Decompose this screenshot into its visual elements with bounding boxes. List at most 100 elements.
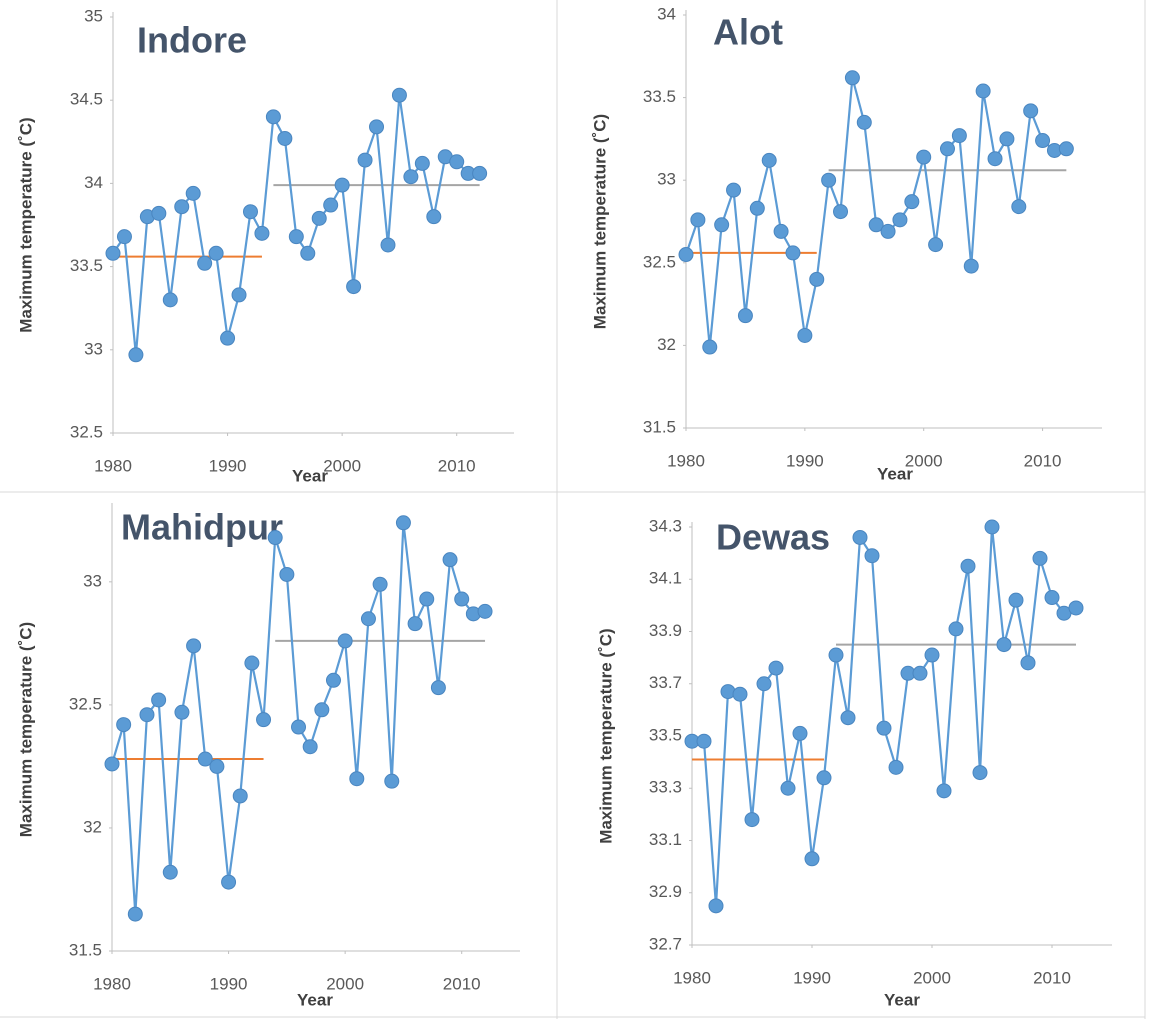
data-point [419, 591, 435, 607]
data-point [360, 611, 376, 627]
data-point [702, 339, 718, 355]
data-point [1008, 592, 1024, 608]
y-tick-label: 32.9 [649, 882, 682, 901]
y-axis-title: Maximum temperature (˚C) [16, 117, 35, 332]
chart-title: Indore [137, 20, 247, 61]
x-tick-label: 2000 [323, 456, 361, 475]
y-tick-label: 33.5 [643, 87, 676, 106]
data-point [999, 131, 1015, 147]
data-point [951, 128, 967, 144]
data-point [756, 676, 772, 692]
data-line [684, 77, 1067, 348]
data-point [924, 647, 940, 663]
data-point [449, 154, 465, 170]
data-point [809, 271, 825, 287]
y-tick-label: 33 [84, 339, 103, 358]
y-tick-label: 32.5 [643, 252, 676, 271]
data-point [323, 197, 339, 213]
y-tick-label: 32.5 [70, 422, 103, 441]
data-point [426, 209, 442, 225]
x-tick-label: 1980 [93, 974, 131, 993]
data-point [162, 292, 178, 308]
x-tick-label: 1990 [209, 456, 247, 475]
data-point [1023, 103, 1039, 119]
data-point [220, 330, 236, 346]
x-tick-label: 2000 [905, 451, 943, 470]
data-point [912, 665, 928, 681]
y-tick-label: 31.5 [69, 940, 102, 959]
data-line [112, 95, 480, 355]
data-point [384, 773, 400, 789]
data-point [714, 217, 730, 233]
data-point [840, 710, 856, 726]
data-point [186, 638, 202, 654]
data-point [1032, 550, 1048, 566]
data-point [780, 780, 796, 796]
data-point [162, 864, 178, 880]
data-point [104, 756, 120, 772]
x-tick-label: 1990 [210, 974, 248, 993]
data-point [678, 247, 694, 263]
data-point [708, 898, 724, 914]
data-point [128, 347, 144, 363]
data-point [816, 770, 832, 786]
data-point [744, 812, 760, 828]
data-point [844, 70, 860, 86]
data-point [265, 109, 281, 125]
data-point [151, 205, 167, 221]
y-tick-label: 33 [83, 571, 102, 590]
data-point [407, 616, 423, 632]
data-point [804, 851, 820, 867]
x-tick-label: 2010 [1033, 968, 1071, 987]
data-point [311, 210, 327, 226]
data-point [960, 558, 976, 574]
x-tick-label: 2000 [913, 968, 951, 987]
chart-title: Alot [713, 12, 783, 53]
data-point [208, 245, 224, 261]
x-axis-title: Year [297, 990, 333, 1009]
y-axis-title: Maximum temperature (˚C) [596, 628, 615, 843]
y-tick-label: 33.7 [649, 673, 682, 692]
data-point [116, 717, 132, 733]
x-axis-title: Year [884, 990, 920, 1009]
data-point [256, 712, 272, 728]
data-point [996, 637, 1012, 653]
x-axis-title: Year [877, 464, 913, 483]
chart-title: Dewas [716, 517, 830, 558]
x-tick-label: 2000 [326, 974, 364, 993]
data-point [936, 783, 952, 799]
data-point [1011, 199, 1027, 215]
y-axis-title: Maximum temperature (˚C) [590, 114, 609, 329]
data-point [828, 647, 844, 663]
y-tick-label: 34 [84, 173, 103, 192]
data-point [732, 686, 748, 702]
x-tick-label: 1980 [667, 451, 705, 470]
data-point [357, 152, 373, 168]
x-tick-label: 2010 [1024, 451, 1062, 470]
chart-title: Mahidpur [121, 507, 283, 548]
data-point [876, 720, 892, 736]
y-tick-label: 34.1 [649, 569, 682, 588]
data-point [116, 229, 132, 245]
data-point [726, 182, 742, 198]
data-point [395, 515, 411, 531]
data-point [1020, 655, 1036, 671]
data-point [232, 788, 248, 804]
y-tick-label: 33.1 [649, 830, 682, 849]
x-tick-label: 1980 [94, 456, 132, 475]
data-point [403, 169, 419, 185]
data-point [785, 245, 801, 261]
data-point [852, 529, 868, 545]
x-axis-title: Year [292, 466, 328, 485]
data-point [864, 548, 880, 564]
y-tick-label: 33 [657, 170, 676, 189]
data-point [372, 576, 388, 592]
data-point [105, 245, 121, 261]
data-point [904, 194, 920, 210]
data-point [244, 655, 260, 671]
data-point [231, 287, 247, 303]
y-tick-label: 32 [83, 817, 102, 836]
data-point [984, 519, 1000, 535]
data-point [209, 758, 225, 774]
